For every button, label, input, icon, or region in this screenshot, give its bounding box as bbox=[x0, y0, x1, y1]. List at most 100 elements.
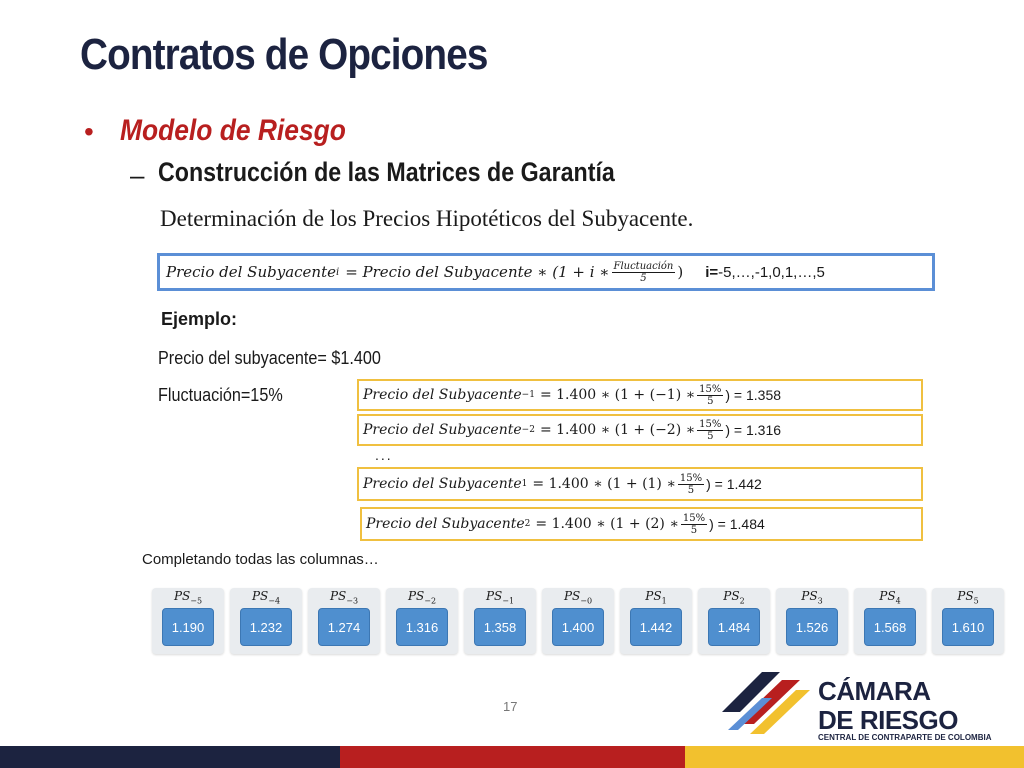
bullet-dash: – bbox=[130, 160, 145, 190]
ps-prefix: PS bbox=[407, 589, 425, 603]
ps-value: 1.316 bbox=[396, 608, 448, 646]
ps-prefix: PS bbox=[173, 589, 191, 603]
ps-subscript: −3 bbox=[346, 596, 359, 606]
formula-fraction-denominator: 5 bbox=[640, 272, 647, 284]
general-formula-box: Precio del Subyacente i = Precio del Suby… bbox=[157, 253, 935, 291]
ps-prefix: PS bbox=[251, 589, 269, 603]
ps-table: PS−5 1.190 PS−4 1.232 PS−3 1.274 PS−2 1.316 … bbox=[152, 588, 1012, 658]
example-row-lhs: Precio del Subyacente bbox=[363, 387, 522, 403]
ps-value: 1.568 bbox=[864, 608, 916, 646]
formula-range-values: -5,…,-1,0,1,…,5 bbox=[718, 263, 825, 281]
description-text: Determinación de los Precios Hipotéticos… bbox=[160, 206, 694, 231]
ps-card: PS4 1.568 bbox=[854, 588, 926, 654]
example-row-expression: = 1.400 ∗ (1 + (−1) ∗ bbox=[539, 387, 696, 403]
formula-fraction-numerator: Fluctuación bbox=[611, 260, 676, 273]
ps-prefix: PS bbox=[723, 589, 740, 603]
bullet-dot: • bbox=[84, 116, 94, 147]
example-row-subscript: 1 bbox=[521, 479, 528, 489]
ps-prefix: PS bbox=[329, 589, 347, 603]
ps-subscript: −1 bbox=[502, 596, 515, 606]
ps-label: PS−3 bbox=[308, 589, 380, 605]
fraction-denominator: 5 bbox=[707, 395, 714, 407]
ps-label: PS1 bbox=[620, 589, 692, 605]
ps-subscript: 3 bbox=[817, 596, 823, 606]
bullet-level1-text: Modelo de Riesgo bbox=[120, 114, 346, 147]
footer-bar-red bbox=[340, 746, 685, 768]
ps-label: PS−0 bbox=[542, 589, 614, 605]
page-number: 17 bbox=[503, 699, 518, 714]
ps-label: PS−2 bbox=[386, 589, 458, 605]
fraction-numerator: 15% bbox=[677, 472, 705, 485]
ps-subscript: −0 bbox=[580, 596, 593, 606]
example-row-result: ) = 1.358 bbox=[725, 387, 782, 403]
fraction-denominator: 5 bbox=[690, 524, 698, 536]
example-row-lhs: Precio del Subyacente bbox=[363, 476, 522, 492]
formula-lhs: Precio del Subyacente bbox=[166, 263, 336, 281]
ps-prefix: PS bbox=[801, 589, 818, 603]
ps-card: PS−4 1.232 bbox=[230, 588, 302, 654]
example-row: Precio del Subyacente −1 = 1.400 ∗ (1 + (… bbox=[357, 379, 923, 411]
example-row: Precio del Subyacente 2 = 1.400 ∗ (1 + (2… bbox=[360, 507, 923, 541]
ps-subscript: 4 bbox=[895, 596, 901, 606]
fraction-denominator: 5 bbox=[707, 430, 714, 442]
example-heading: Ejemplo: bbox=[161, 309, 238, 329]
bullet-level2-text: Construcción de las Matrices de Garantía bbox=[158, 157, 615, 187]
ps-value: 1.358 bbox=[474, 608, 526, 646]
example-row-fraction: 15% 5 bbox=[697, 383, 724, 407]
example-row: Precio del Subyacente −2 = 1.400 ∗ (1 + (… bbox=[357, 414, 923, 446]
logo-text-line1: CÁMARA bbox=[818, 676, 931, 706]
ps-prefix: PS bbox=[957, 589, 974, 603]
ps-subscript: −4 bbox=[268, 596, 281, 606]
ps-card: PS−0 1.400 bbox=[542, 588, 614, 654]
ps-subscript: 1 bbox=[661, 596, 667, 606]
slide-title: Contratos de Opciones bbox=[80, 30, 488, 79]
ps-value: 1.610 bbox=[942, 608, 994, 646]
example-row-subscript: 2 bbox=[524, 519, 531, 529]
ps-value: 1.442 bbox=[630, 608, 682, 646]
example-row-expression: = 1.400 ∗ (1 + (2) ∗ bbox=[535, 516, 679, 532]
example-row-lhs: Precio del Subyacente bbox=[363, 422, 522, 438]
ps-card: PS3 1.526 bbox=[776, 588, 848, 654]
ps-card: PS1 1.442 bbox=[620, 588, 692, 654]
fraction-numerator: 15% bbox=[680, 512, 708, 525]
camara-de-riesgo-logo-mark bbox=[722, 672, 810, 734]
ps-prefix: PS bbox=[563, 589, 581, 603]
formula-rhs: = Precio del Subyacente ∗ (1 + i ∗ bbox=[345, 263, 610, 281]
formula-range-label: i= bbox=[705, 263, 719, 281]
ps-subscript: −2 bbox=[424, 596, 437, 606]
ps-label: PS−4 bbox=[230, 589, 302, 605]
ps-value: 1.274 bbox=[318, 608, 370, 646]
ps-card: PS−3 1.274 bbox=[308, 588, 380, 654]
example-row: Precio del Subyacente 1 = 1.400 ∗ (1 + (1… bbox=[357, 467, 923, 501]
example-row-fraction: 15% 5 bbox=[677, 472, 705, 496]
example-price-line: Precio del subyacente= $1.400 bbox=[158, 348, 381, 368]
ps-label: PS4 bbox=[854, 589, 926, 605]
formula-lhs-subscript: i bbox=[335, 266, 340, 278]
ps-prefix: PS bbox=[879, 589, 896, 603]
ps-value: 1.484 bbox=[708, 608, 760, 646]
ps-label: PS5 bbox=[932, 589, 1004, 605]
ps-prefix: PS bbox=[485, 589, 503, 603]
example-row-result: ) = 1.316 bbox=[725, 422, 782, 438]
ps-label: PS−5 bbox=[152, 589, 224, 605]
ps-subscript: −5 bbox=[190, 596, 203, 606]
example-row-subscript: −1 bbox=[521, 390, 535, 400]
ps-value: 1.400 bbox=[552, 608, 604, 646]
ps-prefix: PS bbox=[645, 589, 662, 603]
example-fluctuation-line: Fluctuación=15% bbox=[158, 385, 283, 405]
ps-subscript: 5 bbox=[973, 596, 979, 606]
fraction-denominator: 5 bbox=[687, 484, 695, 496]
example-row-result: ) = 1.442 bbox=[706, 476, 762, 492]
example-row-expression: = 1.400 ∗ (1 + (−2) ∗ bbox=[539, 422, 696, 438]
ellipsis-dots: ... bbox=[375, 447, 393, 463]
example-row-lhs: Precio del Subyacente bbox=[366, 516, 525, 532]
formula-close-paren: ) bbox=[677, 263, 684, 281]
ps-card: PS−1 1.358 bbox=[464, 588, 536, 654]
example-row-result: ) = 1.484 bbox=[709, 516, 765, 532]
footer-bar-navy bbox=[0, 746, 340, 768]
fraction-numerator: 15% bbox=[697, 383, 724, 396]
example-row-fraction: 15% 5 bbox=[680, 512, 708, 536]
ps-card: PS−2 1.316 bbox=[386, 588, 458, 654]
ps-label: PS3 bbox=[776, 589, 848, 605]
ps-value: 1.526 bbox=[786, 608, 838, 646]
